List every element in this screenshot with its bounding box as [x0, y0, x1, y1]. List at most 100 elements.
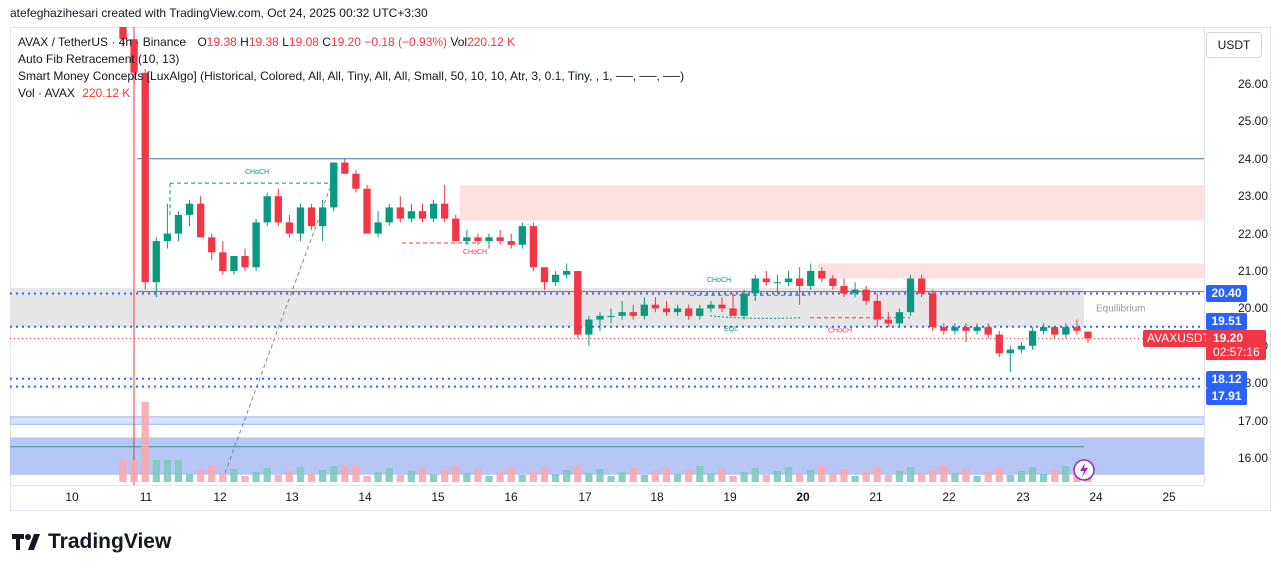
ohlc-change: −0.18 (−0.93%)	[364, 35, 448, 49]
candle-body	[862, 289, 870, 301]
candle-body	[729, 308, 737, 316]
time-axis[interactable]: 10 11 12 13 14 15 16 17 18 19 20 21 22 23 24 25	[10, 485, 1204, 512]
candle-body	[773, 282, 782, 284]
fib-indicator-legend[interactable]: Auto Fib Retracement (10, 13)	[18, 52, 180, 66]
candle-body	[995, 334, 1003, 354]
volume-bar	[119, 460, 127, 482]
volume-bar	[474, 469, 482, 482]
candle-body	[596, 315, 604, 320]
smc-label-choch1: CHoCH	[245, 169, 269, 176]
candle-body	[807, 271, 815, 286]
price-tick: 23.00	[1237, 189, 1268, 204]
level-badge-19-51: 19.51	[1206, 313, 1247, 330]
price-chart[interactable]: CHoCH CHoCH CHoCH CHoCH EQL Equilibrium	[10, 27, 1204, 485]
ohlc-vol: 220.12 K	[467, 35, 516, 49]
time-tick: 19	[723, 490, 737, 504]
volume-bar	[174, 460, 183, 482]
candle-body	[1028, 330, 1037, 346]
candle-body	[1073, 327, 1081, 331]
chart-frame	[10, 27, 1271, 511]
currency-button[interactable]: USDT	[1206, 32, 1262, 58]
candle-body	[330, 162, 338, 208]
volume-bar	[463, 473, 471, 482]
tradingview-logo[interactable]: TradingView	[12, 530, 171, 554]
price-tick: 25.00	[1237, 114, 1268, 129]
volume-bar	[252, 472, 260, 482]
candle-body	[529, 226, 538, 268]
volume-bar	[840, 469, 848, 482]
volume-bar	[718, 469, 726, 482]
volume-bar	[518, 475, 526, 482]
candle-body	[718, 304, 726, 309]
candle-body	[629, 312, 637, 316]
candle-body	[662, 308, 671, 313]
volume-bar	[862, 472, 870, 482]
volume-bar	[230, 469, 238, 482]
candle-body	[496, 237, 504, 242]
bar-countdown: 02:57:16	[1213, 345, 1260, 359]
fib-trend-line	[224, 166, 339, 474]
symbol-title[interactable]: AVAX / TetherUS · 4h · Binance	[18, 35, 187, 49]
volume-bar	[651, 471, 660, 482]
supply-zone-upper	[460, 184, 1204, 221]
volume-bar	[1051, 470, 1059, 482]
ohlc-low: 19.08	[288, 35, 319, 49]
candle-body	[607, 315, 615, 317]
price-axis[interactable]: 26.0025.0024.0023.0022.0021.0020.0019.00…	[1204, 27, 1272, 485]
ohlc-low-label: L	[282, 35, 289, 49]
volume-bar	[917, 474, 926, 482]
candle-body	[230, 256, 238, 271]
volume-bar	[618, 472, 626, 482]
candle-body	[1017, 345, 1026, 350]
volume-bar	[330, 466, 338, 482]
candle-body	[895, 312, 904, 324]
volume-bar	[507, 468, 515, 482]
time-tick: 16	[504, 490, 518, 504]
candle-body	[507, 241, 515, 245]
candle-body	[940, 327, 948, 331]
candle-body	[185, 203, 194, 215]
volume-indicator-name: Vol · AVAX	[18, 86, 75, 100]
volume-bar	[219, 473, 227, 482]
volume-bar	[429, 474, 438, 482]
volume-indicator-value: 220.12 K	[82, 86, 131, 100]
time-tick: 13	[285, 490, 299, 504]
ohlc-close: 19.20	[330, 35, 361, 49]
candle-body	[352, 173, 360, 189]
volume-bar	[352, 466, 360, 482]
candle-body	[540, 267, 549, 283]
candle-body	[374, 222, 382, 234]
price-tick: 24.00	[1237, 151, 1268, 166]
volume-bar	[163, 460, 172, 482]
volume-bar	[363, 476, 371, 482]
symbol-legend: AVAX / TetherUS · 4h · Binance O19.38 H1…	[18, 35, 515, 49]
candle-body	[241, 256, 249, 268]
plot-area[interactable]: CHoCH CHoCH CHoCH CHoCH EQL Equilibrium	[10, 27, 1204, 485]
volume-indicator-legend[interactable]: Vol · AVAX 220.12 K	[18, 86, 130, 100]
smc-indicator-legend[interactable]: Smart Money Concepts [LuxAlgo] (Historic…	[18, 69, 685, 83]
candle-body	[563, 271, 571, 275]
candle-body	[585, 319, 593, 335]
volume-bar	[784, 467, 793, 482]
candle-body	[917, 278, 926, 294]
lightning-icon-glyph	[1080, 463, 1088, 477]
candle-body	[208, 237, 216, 253]
volume-bar	[751, 468, 759, 482]
volume-bar	[585, 473, 593, 482]
candle-body	[906, 278, 915, 313]
candle-body	[618, 312, 626, 316]
candle-body	[429, 203, 438, 219]
volume-bar	[540, 467, 549, 482]
candle-body	[784, 278, 793, 283]
volume-bar	[274, 475, 282, 482]
candle-body	[851, 289, 859, 294]
candle-body	[418, 211, 427, 219]
candle-body	[951, 327, 959, 331]
candle-body	[407, 211, 416, 219]
volume-bar	[685, 470, 693, 482]
candle-body	[463, 237, 471, 242]
volume-bar	[374, 472, 382, 482]
price-tick: 20.00	[1237, 301, 1268, 316]
volume-bar	[973, 476, 981, 482]
time-tick: 25	[1162, 490, 1176, 504]
